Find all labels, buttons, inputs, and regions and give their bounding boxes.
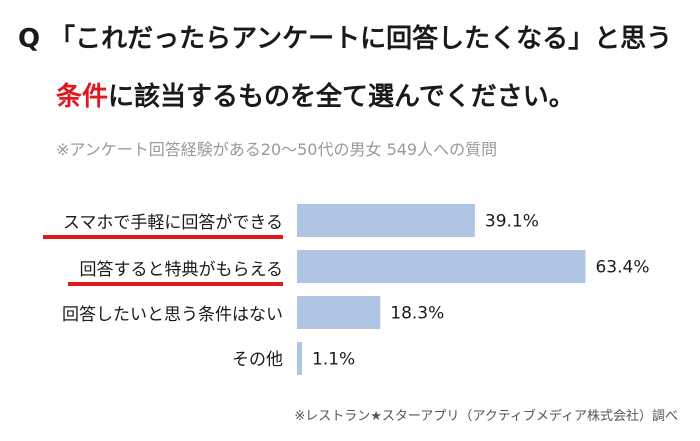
bar-2 [297, 250, 586, 283]
value-label-3: 18.3% [390, 304, 444, 324]
title-rest: に該当するものを全て選んでください。 [108, 82, 575, 112]
bar-4 [297, 342, 303, 375]
bar-3 [297, 296, 381, 329]
question-title-line2: 条件に該当するものを全て選んでください。 [56, 76, 575, 113]
value-label-1: 39.1% [485, 212, 539, 232]
title-accent: 条件 [56, 82, 109, 112]
category-label-1: スマホで手軽に回答ができる [62, 213, 283, 233]
value-label-2: 63.4% [595, 258, 649, 278]
highlight-underline-2 [68, 282, 283, 286]
source-credit: ※レストラン★スターアプリ（アクティブメディア株式会社）調べ [294, 409, 678, 424]
category-label-4: その他 [232, 350, 283, 370]
bar-1 [297, 204, 475, 237]
category-label-3: 回答したいと思う条件はない [62, 305, 283, 325]
value-label-4: 1.1% [312, 350, 355, 370]
highlight-underline-1 [43, 235, 283, 239]
survey-note: ※アンケート回答経験がある20～50代の男女 549人への質問 [56, 140, 498, 159]
question-title-line1: Q 「これだったらアンケートに回答したくなる」と思う [18, 24, 673, 54]
category-label-2: 回答すると特典がもらえる [79, 260, 284, 280]
